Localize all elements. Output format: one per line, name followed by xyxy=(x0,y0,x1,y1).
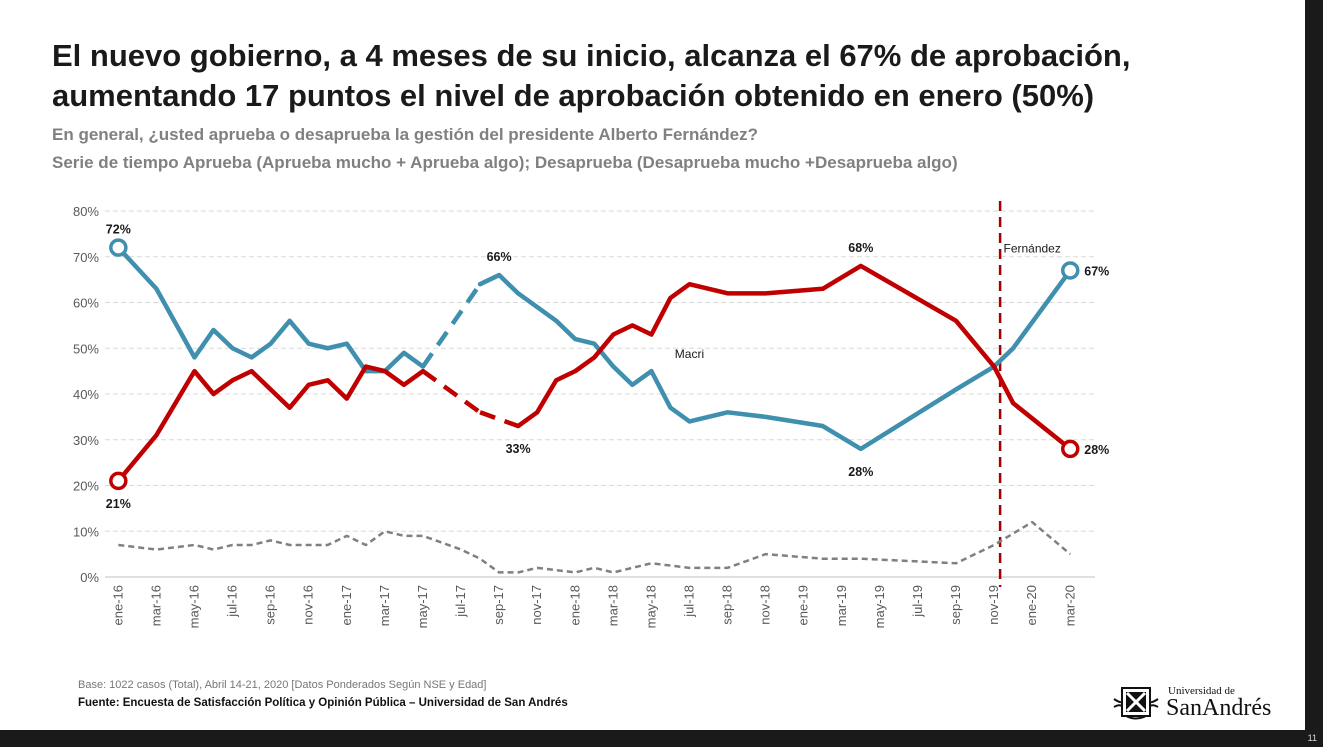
y-tick-label: 40% xyxy=(73,387,99,402)
subtitle-question: En general, ¿usted aprueba o desaprueba … xyxy=(52,125,758,144)
x-tick-label: may-18 xyxy=(643,585,658,628)
x-tick-label: sep-16 xyxy=(263,585,278,625)
y-tick-label: 60% xyxy=(73,296,99,311)
series-dashed-gap-desaprueba xyxy=(479,410,519,429)
y-tick-label: 50% xyxy=(73,341,99,356)
university-logo: Universidad de SanAndrés xyxy=(1108,685,1293,725)
x-tick-label: jul-16 xyxy=(225,585,240,618)
approval-line-chart: 0% 10% 20% 30% 40% 50% 60% 70% 80% ene-16 mar-16 ma… xyxy=(73,201,1109,628)
x-tick-label: nov-17 xyxy=(529,585,544,625)
x-tick-label: mar-18 xyxy=(605,585,620,626)
x-tick-label: ene-20 xyxy=(1024,585,1039,625)
series-line-aprueba xyxy=(116,245,426,374)
x-tick-label: ene-19 xyxy=(796,585,811,625)
x-tick-label: mar-17 xyxy=(377,585,392,626)
subtitle-series-description: Serie de tiempo Aprueba (Aprueba mucho +… xyxy=(52,153,958,172)
series-line-nsnc xyxy=(118,520,1072,574)
x-tick-label: ene-18 xyxy=(567,585,582,625)
title-line-2: aumentando 17 puntos el nivel de aprobac… xyxy=(52,78,1095,113)
annotation-label: Fernández xyxy=(1003,242,1060,256)
series-dashed-gap-aprueba xyxy=(421,282,482,368)
endpoint-marker-aprueba xyxy=(109,238,128,257)
x-tick-label: jul-17 xyxy=(453,585,468,618)
x-tick-label: may-17 xyxy=(415,585,430,628)
y-tick-label: 30% xyxy=(73,433,99,448)
series-dashed-gap-desaprueba xyxy=(421,369,482,415)
y-tick-label: 20% xyxy=(73,479,99,494)
x-tick-label: jul-19 xyxy=(910,585,925,618)
x-tick-label: jul-18 xyxy=(681,585,696,618)
page-number: 11 xyxy=(1307,733,1317,743)
data-label: 68% xyxy=(848,241,873,255)
x-tick-label: ene-16 xyxy=(110,585,125,625)
x-tick-label: nov-19 xyxy=(986,585,1001,625)
data-label: 33% xyxy=(506,442,531,456)
y-tick-label: 70% xyxy=(73,250,99,265)
data-label: 21% xyxy=(106,497,131,511)
data-label: 66% xyxy=(487,250,512,264)
x-tick-label: sep-19 xyxy=(948,585,963,625)
slide-title: El nuevo gobierno, a 4 meses de su inici… xyxy=(52,36,1292,116)
x-tick-label: nov-18 xyxy=(758,585,773,625)
x-tick-label: sep-17 xyxy=(491,585,506,625)
series-line-aprueba xyxy=(477,268,1073,452)
x-tick-label: nov-16 xyxy=(301,585,316,625)
x-tick-label: mar-20 xyxy=(1062,585,1077,626)
endpoint-marker-desaprueba xyxy=(1061,439,1080,459)
data-label: 28% xyxy=(848,465,873,479)
x-tick-label: mar-16 xyxy=(148,585,163,626)
y-tick-label: 0% xyxy=(80,570,99,585)
base-note: Base: 1022 casos (Total), Abril 14-21, 2… xyxy=(78,679,487,691)
x-tick-label: mar-19 xyxy=(834,585,849,626)
series-line-desaprueba xyxy=(116,364,426,484)
series-line-desaprueba xyxy=(515,263,1073,452)
title-line-1: El nuevo gobierno, a 4 meses de su inici… xyxy=(52,38,1131,73)
logo-text-small: Universidad de xyxy=(1168,685,1235,697)
x-tick-label: may-19 xyxy=(872,585,887,628)
endpoint-marker-aprueba xyxy=(1061,261,1080,280)
annotation-label: Macri xyxy=(675,347,704,361)
y-tick-label: 80% xyxy=(73,204,99,219)
logo-text-big: SanAndrés xyxy=(1166,695,1272,721)
university-crest-icon xyxy=(1113,687,1159,720)
endpoint-marker-desaprueba xyxy=(109,471,128,491)
slide: El nuevo gobierno, a 4 meses de su inici… xyxy=(0,0,1305,730)
x-tick-label: sep-18 xyxy=(720,585,735,625)
data-label: 72% xyxy=(106,223,131,237)
y-tick-label: 10% xyxy=(73,524,99,539)
x-tick-label: ene-17 xyxy=(339,585,354,625)
data-label: 67% xyxy=(1084,264,1109,278)
data-label: 28% xyxy=(1084,443,1109,457)
x-tick-label: may-16 xyxy=(186,585,201,628)
source-note: Fuente: Encuesta de Satisfacción Polític… xyxy=(78,697,568,709)
